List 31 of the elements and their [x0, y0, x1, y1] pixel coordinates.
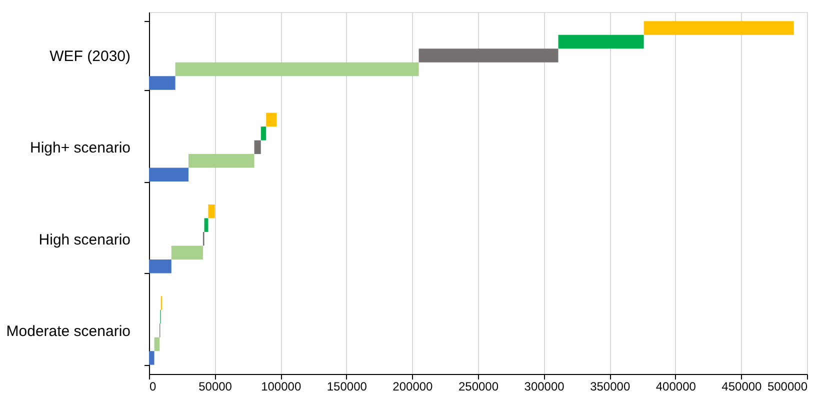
y-tick-label: WEF (2030) — [50, 48, 130, 66]
bar — [558, 34, 644, 49]
bar — [254, 140, 261, 154]
bar — [188, 154, 254, 168]
bar — [154, 337, 160, 352]
bar — [644, 21, 794, 35]
bar — [260, 126, 266, 140]
bar — [266, 112, 277, 127]
x-tick-label: 300000 — [524, 380, 565, 394]
x-tick-label: 400000 — [656, 380, 696, 394]
y-tick-label: Moderate scenario — [6, 322, 130, 340]
y-tick-label: High+ scenario — [30, 140, 130, 157]
x-tick-label: 50000 — [198, 380, 232, 394]
bar — [418, 48, 558, 62]
y-tick-label: High scenario — [38, 231, 130, 248]
x-tick-label: 150000 — [326, 380, 368, 394]
bar — [208, 204, 215, 218]
bar — [149, 76, 176, 90]
x-tick-label: 450000 — [722, 380, 762, 394]
bar — [149, 168, 188, 182]
bar — [204, 218, 208, 232]
bar — [149, 259, 172, 274]
x-tick-label: 100000 — [261, 380, 302, 394]
bar — [149, 351, 154, 365]
x-tick-label: 500000 — [767, 380, 808, 394]
x-tick-label: 200000 — [392, 380, 434, 394]
bar — [175, 62, 419, 76]
x-tick-label: 250000 — [458, 380, 499, 394]
x-tick-label: 0 — [150, 380, 156, 394]
x-tick-label: 350000 — [590, 380, 630, 394]
bar — [171, 246, 203, 260]
